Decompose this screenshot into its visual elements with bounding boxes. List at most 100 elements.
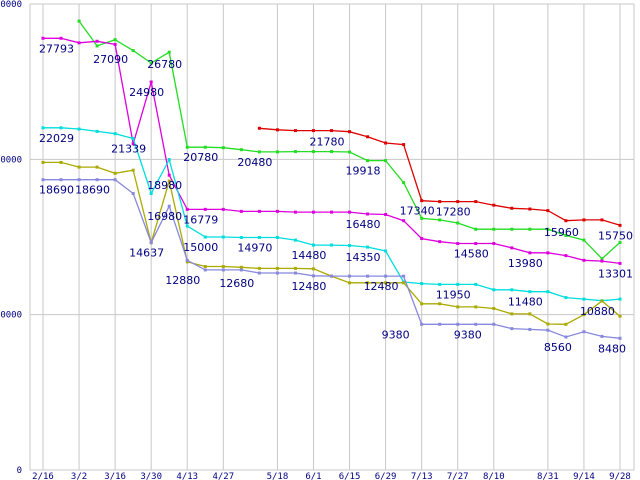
- data-point: [203, 235, 207, 239]
- data-point: [95, 39, 99, 43]
- data-point: [474, 242, 478, 246]
- data-label: 24980: [129, 86, 164, 99]
- data-point: [185, 258, 189, 262]
- data-point: [510, 312, 514, 316]
- data-label: 14350: [346, 251, 381, 264]
- data-point: [564, 254, 568, 258]
- data-point: [510, 327, 514, 331]
- data-point: [311, 274, 315, 278]
- data-point: [293, 266, 297, 270]
- data-point: [167, 179, 171, 183]
- x-tick-label: 2/16: [32, 472, 54, 480]
- x-tick-label: 3/30: [140, 472, 162, 480]
- data-point: [239, 209, 243, 213]
- data-point: [149, 80, 153, 84]
- data-point: [384, 212, 388, 216]
- data-point: [456, 200, 460, 204]
- data-point: [311, 243, 315, 247]
- data-point: [348, 210, 352, 214]
- data-label: 14580: [454, 248, 489, 261]
- data-label: 14480: [291, 249, 326, 262]
- data-point: [438, 218, 442, 222]
- data-label: 15750: [598, 229, 633, 242]
- x-tick-label: 7/13: [411, 472, 433, 480]
- data-point: [330, 210, 333, 214]
- data-point: [203, 268, 207, 272]
- data-label: 22029: [39, 132, 74, 145]
- data-point: [564, 296, 568, 300]
- data-point: [564, 335, 568, 339]
- y-axis-ticks: 0 10000 20000 30000: [0, 0, 22, 476]
- data-point: [257, 235, 261, 239]
- data-point: [456, 305, 460, 309]
- data-point: [95, 165, 99, 169]
- data-point: [275, 128, 279, 132]
- series-0: [257, 126, 622, 227]
- data-point: [546, 290, 550, 294]
- data-point: [420, 282, 424, 286]
- x-axis-ticks: 2/16 3/2 3/16 3/30 4/13 4/27 5/18 6/1 6/15 6/29 7/…: [32, 472, 631, 480]
- data-point: [456, 322, 460, 326]
- data-point: [474, 282, 478, 286]
- data-label: 16980: [147, 210, 182, 223]
- data-point: [492, 203, 496, 207]
- data-label: 20780: [183, 151, 218, 164]
- data-point: [59, 36, 63, 40]
- data-point: [95, 129, 99, 133]
- data-label: 16779: [183, 213, 218, 226]
- data-point: [402, 274, 406, 278]
- data-point: [221, 207, 225, 211]
- data-point: [600, 334, 604, 338]
- data-point: [59, 178, 63, 182]
- y-tick-label: 20000: [0, 155, 22, 165]
- data-point: [203, 145, 207, 149]
- data-point: [221, 235, 225, 239]
- data-point: [311, 150, 315, 154]
- data-point: [528, 290, 532, 294]
- data-point: [167, 173, 171, 177]
- data-point: [528, 327, 532, 331]
- data-point: [293, 150, 297, 154]
- data-point: [311, 210, 315, 214]
- data-label: 11950: [436, 288, 471, 301]
- y-tick-label: 30000: [0, 0, 22, 10]
- data-point: [41, 36, 45, 40]
- data-point: [113, 42, 117, 46]
- data-point: [221, 146, 225, 150]
- x-tick-label: 8/31: [537, 472, 559, 480]
- data-label: 15000: [183, 241, 218, 254]
- data-label: 9380: [454, 328, 482, 341]
- data-point: [420, 302, 424, 306]
- data-point: [59, 160, 63, 164]
- data-point: [438, 322, 442, 326]
- data-label: 11480: [508, 296, 543, 309]
- data-point: [618, 297, 622, 301]
- data-point: [348, 244, 352, 248]
- x-tick-label: 4/13: [176, 472, 198, 480]
- data-point: [474, 322, 478, 326]
- data-point: [239, 148, 243, 152]
- data-point: [438, 282, 442, 286]
- data-point: [203, 265, 207, 269]
- data-point: [492, 227, 496, 231]
- data-label: 12480: [364, 280, 399, 293]
- data-point: [546, 328, 550, 332]
- data-point: [438, 240, 442, 244]
- data-point: [41, 126, 45, 130]
- data-point: [492, 288, 496, 292]
- data-label: 12680: [219, 277, 254, 290]
- data-point: [402, 181, 406, 185]
- data-point: [275, 271, 279, 275]
- data-point: [600, 299, 604, 303]
- series-5: [41, 178, 622, 340]
- data-point: [618, 336, 622, 340]
- data-point: [77, 178, 81, 182]
- data-point: [185, 260, 189, 264]
- data-point: [293, 271, 297, 275]
- data-point: [167, 50, 171, 54]
- data-point: [293, 210, 297, 214]
- data-point: [420, 216, 424, 220]
- data-point: [239, 235, 243, 239]
- x-tick-label: 7/27: [447, 472, 469, 480]
